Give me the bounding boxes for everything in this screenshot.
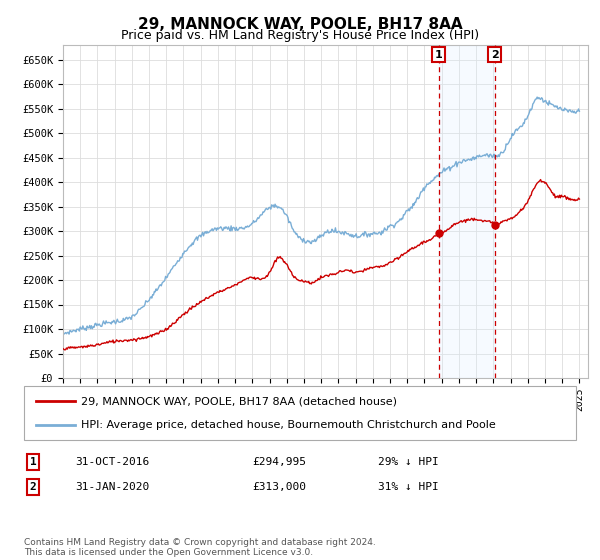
Text: HPI: Average price, detached house, Bournemouth Christchurch and Poole: HPI: Average price, detached house, Bour… — [81, 419, 496, 430]
Text: Price paid vs. HM Land Registry's House Price Index (HPI): Price paid vs. HM Land Registry's House … — [121, 29, 479, 42]
Text: 29, MANNOCK WAY, POOLE, BH17 8AA: 29, MANNOCK WAY, POOLE, BH17 8AA — [137, 17, 463, 32]
Text: 29% ↓ HPI: 29% ↓ HPI — [378, 457, 439, 467]
Text: Contains HM Land Registry data © Crown copyright and database right 2024.
This d: Contains HM Land Registry data © Crown c… — [24, 538, 376, 557]
Bar — [439, 45, 495, 378]
Text: 2: 2 — [29, 482, 37, 492]
Text: 29, MANNOCK WAY, POOLE, BH17 8AA (detached house): 29, MANNOCK WAY, POOLE, BH17 8AA (detach… — [81, 396, 397, 407]
Text: £294,995: £294,995 — [252, 457, 306, 467]
Text: £313,000: £313,000 — [252, 482, 306, 492]
Text: 1: 1 — [435, 49, 443, 59]
Text: 31% ↓ HPI: 31% ↓ HPI — [378, 482, 439, 492]
Text: 31-OCT-2016: 31-OCT-2016 — [75, 457, 149, 467]
Text: 2: 2 — [491, 49, 499, 59]
Text: 1: 1 — [29, 457, 37, 467]
Text: 31-JAN-2020: 31-JAN-2020 — [75, 482, 149, 492]
